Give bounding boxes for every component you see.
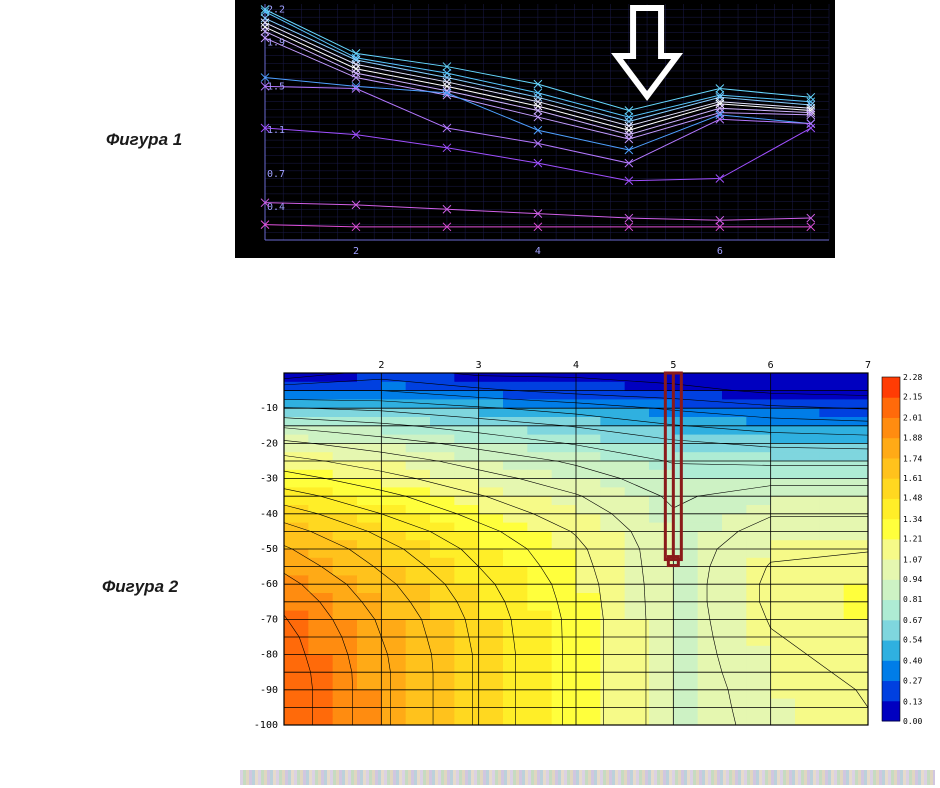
svg-text:0.7: 0.7 xyxy=(267,169,285,180)
svg-text:2.15: 2.15 xyxy=(903,393,922,402)
svg-text:0.40: 0.40 xyxy=(903,657,922,666)
svg-text:2.01: 2.01 xyxy=(903,414,922,423)
svg-text:-20: -20 xyxy=(260,438,278,449)
svg-text:0.00: 0.00 xyxy=(903,717,922,726)
svg-text:2.28: 2.28 xyxy=(903,373,922,382)
svg-text:4: 4 xyxy=(573,360,579,371)
svg-text:-50: -50 xyxy=(260,544,278,555)
svg-text:5: 5 xyxy=(670,360,676,371)
svg-text:-60: -60 xyxy=(260,579,278,590)
svg-text:3: 3 xyxy=(476,360,482,371)
noise-strip xyxy=(240,770,935,785)
svg-text:-100: -100 xyxy=(254,720,278,731)
figure-2-chart: 2 3 4 5 6 7 -10 -20 -30 -40 -50 -60 -70 -80 -90 -100 0.0… xyxy=(240,355,940,735)
svg-text:0.67: 0.67 xyxy=(903,616,922,625)
svg-text:0.27: 0.27 xyxy=(903,676,922,685)
svg-text:-10: -10 xyxy=(260,403,278,414)
svg-text:1.1: 1.1 xyxy=(267,125,285,136)
svg-text:4: 4 xyxy=(535,246,541,257)
svg-text:-70: -70 xyxy=(260,614,278,625)
svg-text:1.34: 1.34 xyxy=(903,515,922,524)
svg-text:1.74: 1.74 xyxy=(903,454,922,463)
svg-text:2: 2 xyxy=(353,246,359,257)
figure-2-label: Фигура 2 xyxy=(102,577,178,597)
svg-text:6: 6 xyxy=(768,360,774,371)
svg-text:6: 6 xyxy=(717,246,723,257)
svg-text:-40: -40 xyxy=(260,509,278,520)
svg-text:0.94: 0.94 xyxy=(903,575,922,584)
svg-text:-80: -80 xyxy=(260,650,278,661)
svg-text:1.07: 1.07 xyxy=(903,556,922,565)
svg-text:0.4: 0.4 xyxy=(267,202,285,213)
svg-text:-30: -30 xyxy=(260,474,278,485)
svg-text:1.21: 1.21 xyxy=(903,534,922,543)
svg-text:1.88: 1.88 xyxy=(903,433,922,442)
svg-text:0.54: 0.54 xyxy=(903,636,922,645)
figure-1-chart: 0.40.71.11.51.92.2246 xyxy=(235,0,835,258)
svg-text:0.13: 0.13 xyxy=(903,697,922,706)
svg-text:-90: -90 xyxy=(260,685,278,696)
svg-text:7: 7 xyxy=(865,360,871,371)
svg-text:1.61: 1.61 xyxy=(903,474,922,483)
svg-text:0.81: 0.81 xyxy=(903,595,922,604)
figure-1-label: Фигура 1 xyxy=(106,130,182,150)
svg-text:2: 2 xyxy=(378,360,384,371)
svg-text:1.48: 1.48 xyxy=(903,494,922,503)
